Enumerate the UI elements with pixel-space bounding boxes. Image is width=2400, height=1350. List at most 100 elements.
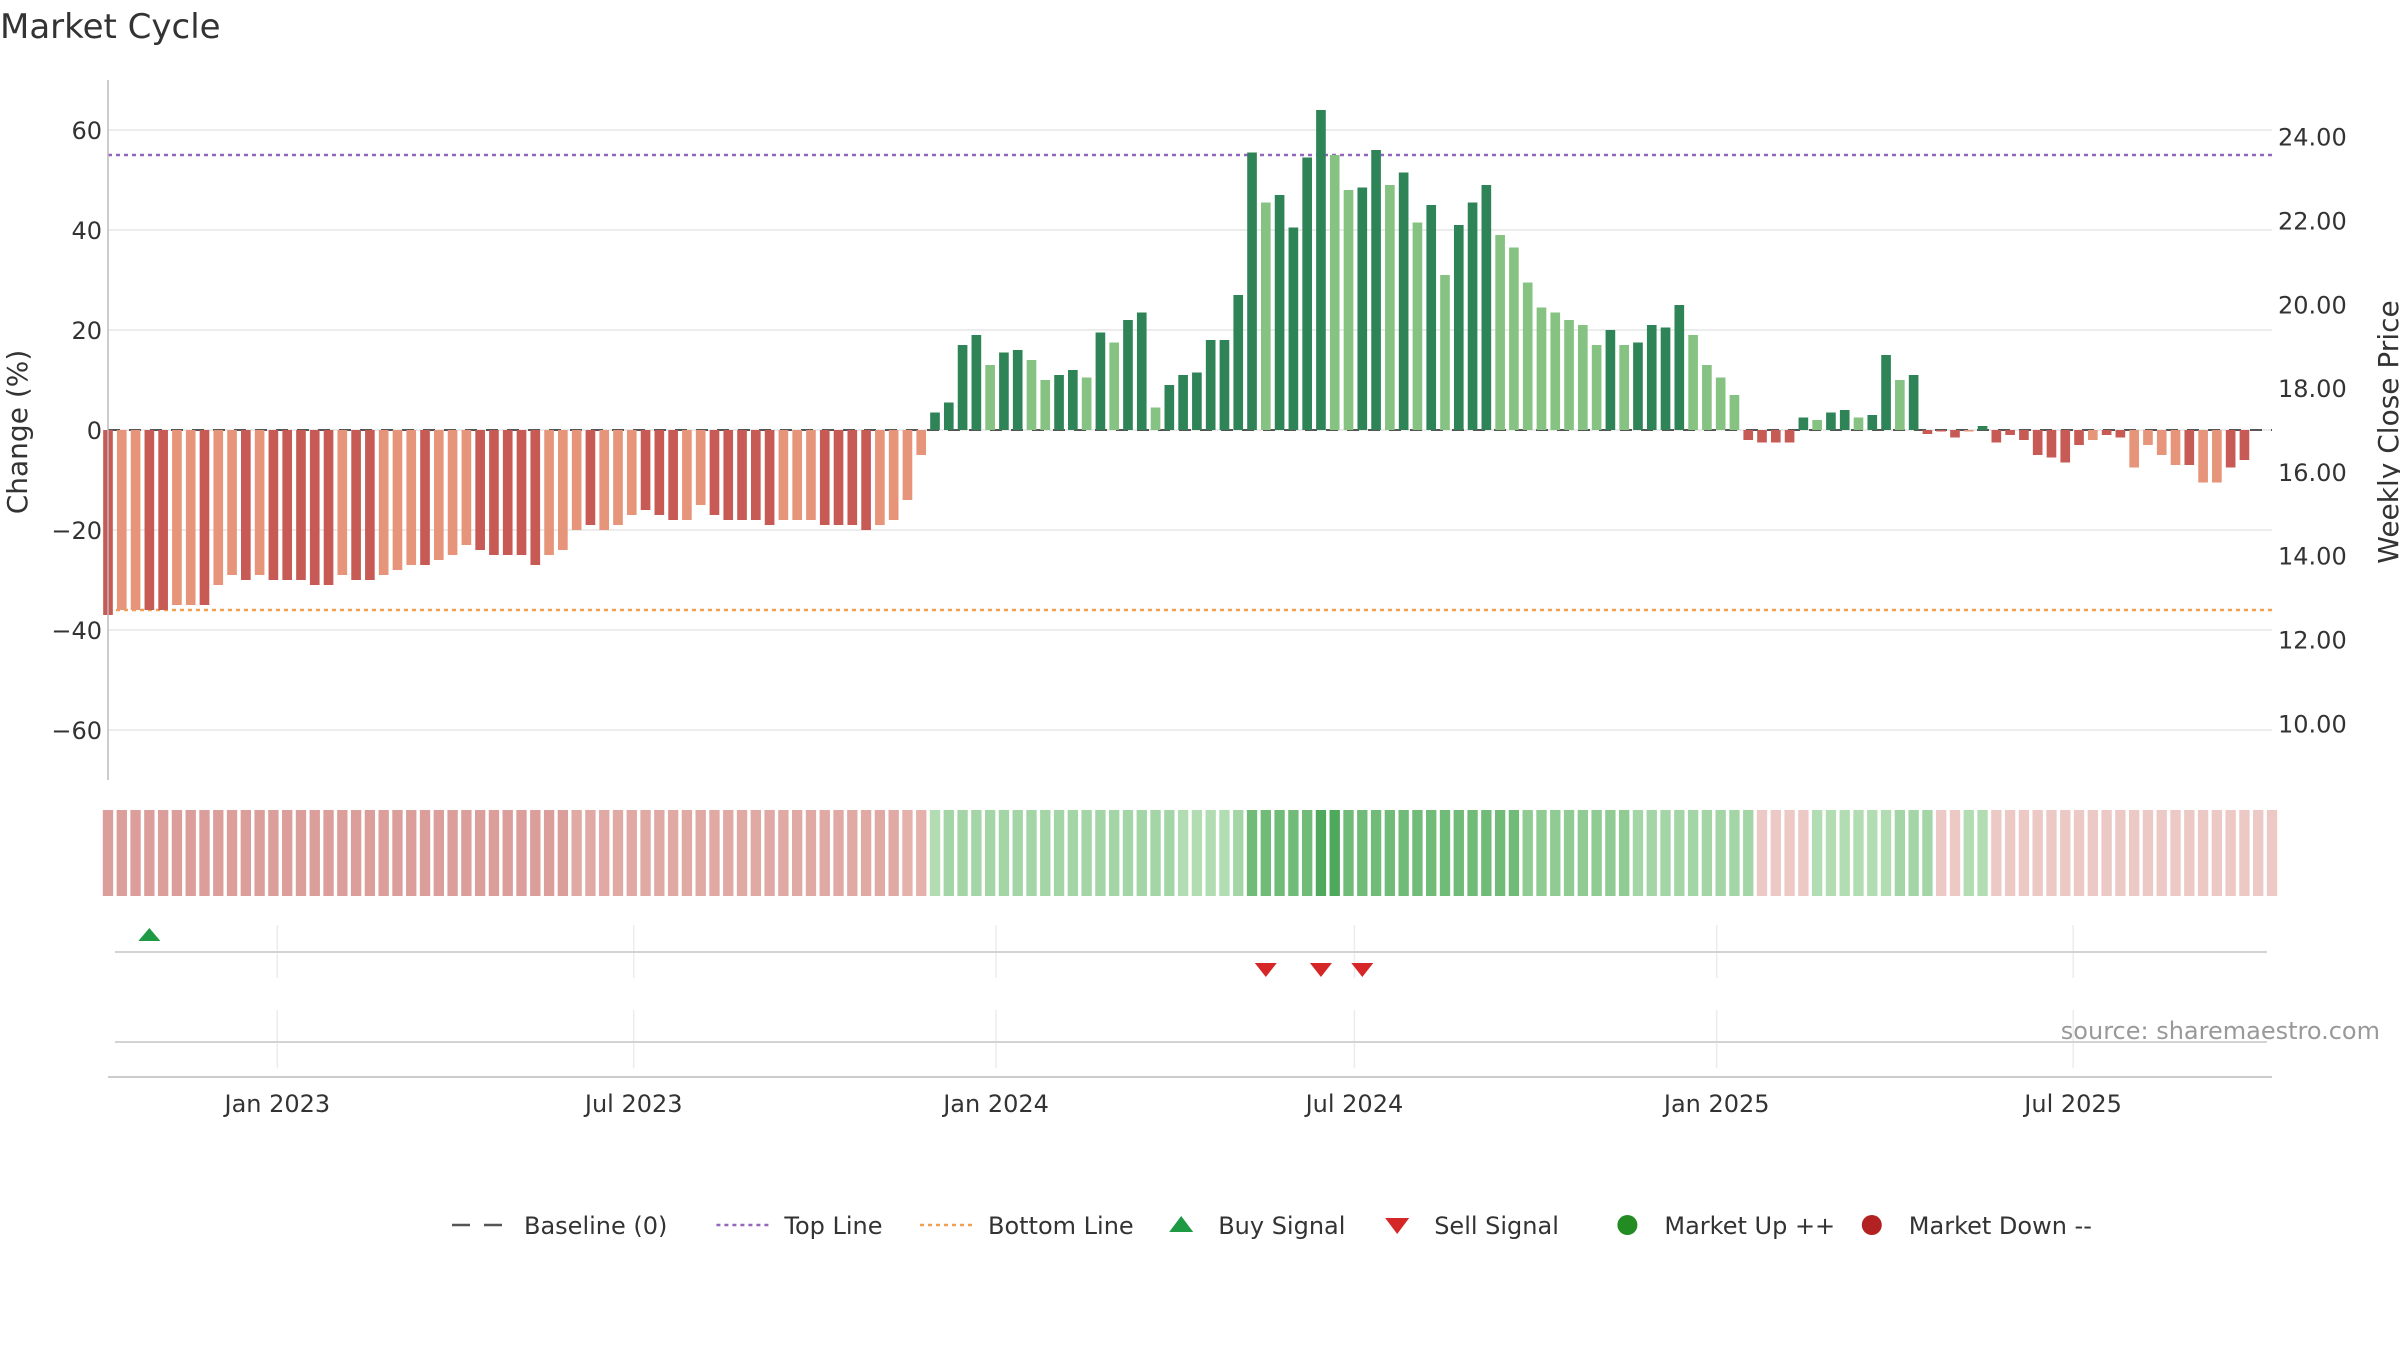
heat-cell (709, 810, 720, 896)
heat-cell (805, 810, 817, 896)
heat-cell (929, 810, 941, 896)
bar (806, 430, 816, 520)
bar (1715, 377, 1726, 430)
y-tick-label: 40 (71, 217, 102, 245)
heat-cell (1977, 810, 1988, 896)
heat-cell (1880, 810, 1892, 896)
bar (406, 430, 417, 565)
bar (1688, 335, 1698, 430)
heat-cell (1288, 810, 1299, 896)
heat-cell (1412, 810, 1423, 896)
y2-tick-label: 22.00 (2278, 207, 2347, 235)
heat-cell (1715, 810, 1726, 896)
bar (985, 365, 995, 430)
heat-cell (1894, 810, 1906, 896)
bar (241, 430, 251, 580)
heat-cell (695, 810, 706, 896)
heat-cell (2101, 810, 2112, 896)
bar (227, 430, 237, 575)
bar (1550, 312, 1561, 430)
bar (1578, 325, 1588, 430)
heat-cell (406, 810, 417, 896)
heat-cell (874, 810, 886, 896)
bar (1908, 375, 1919, 430)
bar (2170, 430, 2181, 465)
legend-circle-icon (1861, 1215, 1882, 1235)
heat-cell (1301, 810, 1313, 896)
legend-item: Market Down -- (1861, 1212, 2092, 1240)
heat-cell (626, 810, 637, 896)
y-tick-label: 0 (87, 417, 102, 445)
heat-cell (1563, 810, 1575, 896)
y-tick-label: −40 (51, 617, 102, 645)
heat-cell (833, 810, 844, 896)
legend-item: Baseline (0) (452, 1212, 667, 1240)
bar (296, 430, 306, 580)
heat-cell (902, 810, 913, 896)
bar (433, 430, 444, 560)
sell-signal-marker (1254, 963, 1277, 977)
heat-cell (1246, 810, 1258, 896)
bar (1467, 202, 1478, 430)
heat-cell (778, 810, 789, 896)
heat-cell (1770, 810, 1781, 896)
bar (2198, 430, 2208, 483)
bar (2225, 430, 2236, 468)
heat-cell (1040, 810, 1051, 896)
heat-cell (474, 810, 486, 896)
bar (709, 430, 720, 515)
heat-cell (1784, 810, 1795, 896)
bar (1219, 340, 1230, 430)
bar (861, 430, 871, 530)
reference-lines (108, 153, 2272, 612)
bar (1881, 355, 1891, 430)
heat-cell (599, 810, 610, 896)
bar (1178, 375, 1188, 430)
heat-cell (1756, 810, 1768, 896)
bar (2074, 430, 2084, 445)
x-tick-label: Jul 2024 (1304, 1090, 1404, 1118)
heat-cell (1329, 810, 1340, 896)
heat-cell (1315, 810, 1327, 896)
heat-cell (1494, 810, 1506, 896)
bar (750, 430, 761, 520)
heat-cell (350, 810, 362, 896)
heat-cell (1439, 810, 1451, 896)
y-tick-label: 20 (71, 317, 102, 345)
heat-cell (392, 810, 403, 896)
bar (544, 430, 554, 555)
bar (1012, 350, 1023, 430)
heat-cell (943, 810, 954, 896)
bar (1205, 340, 1216, 430)
heat-cell (1701, 810, 1713, 896)
bar (1274, 195, 1285, 430)
bar (916, 430, 927, 455)
bar (1260, 202, 1271, 430)
heat-cell (1053, 810, 1065, 896)
heat-cell (2046, 810, 2057, 896)
heat-cell (2004, 810, 2016, 896)
bar (392, 430, 403, 570)
y2-tick-label: 24.00 (2278, 124, 2347, 152)
sell-signal-marker (1309, 963, 1332, 977)
bar (282, 430, 293, 580)
y-tick-label: −60 (51, 717, 102, 745)
heat-cell (2170, 810, 2181, 896)
bar (1026, 360, 1037, 430)
bar (199, 430, 210, 605)
heat-cell (585, 810, 596, 896)
heat-cell (2239, 810, 2250, 896)
bar (1646, 325, 1657, 430)
heat-cell (171, 810, 183, 896)
bar (1757, 430, 1767, 443)
heat-cell (1632, 810, 1644, 896)
heat-cell (1177, 810, 1189, 896)
bar (930, 412, 940, 430)
heat-cell (1963, 810, 1974, 896)
bar (185, 430, 196, 605)
bar (847, 430, 858, 525)
bar (1136, 312, 1147, 430)
bar (337, 430, 348, 575)
heat-cell (2115, 810, 2126, 896)
